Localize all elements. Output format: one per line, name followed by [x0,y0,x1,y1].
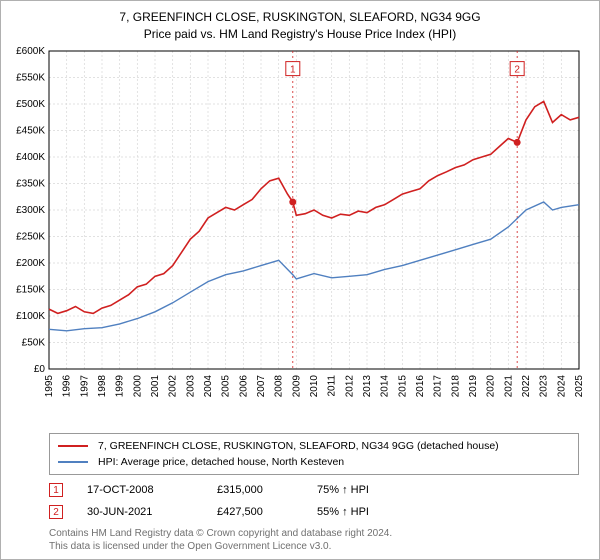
chart-container: 7, GREENFINCH CLOSE, RUSKINGTON, SLEAFOR… [0,0,600,560]
sale-row: 2 30-JUN-2021 £427,500 55% ↑ HPI [49,501,579,523]
title-line2: Price paid vs. HM Land Registry's House … [1,26,599,43]
svg-text:2002: 2002 [168,375,179,398]
legend-row: HPI: Average price, detached house, Nort… [58,454,570,470]
svg-text:2017: 2017 [433,375,444,398]
svg-text:2000: 2000 [132,375,143,398]
svg-text:£50K: £50K [22,338,46,349]
svg-text:£0: £0 [34,364,46,375]
svg-text:£400K: £400K [16,152,45,163]
legend-row: 7, GREENFINCH CLOSE, RUSKINGTON, SLEAFOR… [58,438,570,454]
chart-plot-area: £0£50K£100K£150K£200K£250K£300K£350K£400… [49,51,579,391]
svg-text:2010: 2010 [309,375,320,398]
svg-text:1998: 1998 [97,375,108,398]
svg-text:2006: 2006 [238,375,249,398]
svg-text:2001: 2001 [150,375,161,398]
footer-line1: Contains HM Land Registry data © Crown c… [49,527,392,540]
svg-text:1: 1 [290,65,296,76]
svg-text:2016: 2016 [415,375,426,398]
svg-text:2025: 2025 [574,375,585,398]
svg-text:£600K: £600K [16,46,45,57]
svg-text:2008: 2008 [274,375,285,398]
sale-date: 30-JUN-2021 [87,506,217,518]
svg-text:2023: 2023 [539,375,550,398]
svg-text:2022: 2022 [521,375,532,398]
chart-svg: £0£50K£100K£150K£200K£250K£300K£350K£400… [49,51,579,391]
svg-text:2019: 2019 [468,375,479,398]
sale-num: 1 [53,485,59,496]
svg-text:£450K: £450K [16,126,45,137]
svg-text:2004: 2004 [203,375,214,398]
svg-text:£300K: £300K [16,205,45,216]
svg-text:£550K: £550K [16,73,45,84]
sale-hpi: 55% ↑ HPI [317,506,447,518]
svg-text:£100K: £100K [16,311,45,322]
svg-text:2011: 2011 [327,375,338,397]
svg-text:2015: 2015 [397,375,408,398]
legend-label-property: 7, GREENFINCH CLOSE, RUSKINGTON, SLEAFOR… [98,440,499,452]
footer-attribution: Contains HM Land Registry data © Crown c… [49,527,392,553]
svg-text:2009: 2009 [291,375,302,398]
footer-line2: This data is licensed under the Open Gov… [49,540,392,553]
svg-text:1995: 1995 [44,375,55,398]
legend-swatch-property [58,445,88,447]
sale-marker-icon: 2 [49,505,63,519]
svg-text:2003: 2003 [185,375,196,398]
legend-label-hpi: HPI: Average price, detached house, Nort… [98,456,344,468]
svg-text:£150K: £150K [16,285,45,296]
sales-list: 1 17-OCT-2008 £315,000 75% ↑ HPI 2 30-JU… [49,479,579,523]
svg-text:£350K: £350K [16,179,45,190]
chart-title: 7, GREENFINCH CLOSE, RUSKINGTON, SLEAFOR… [1,1,599,43]
svg-text:£500K: £500K [16,99,45,110]
sale-row: 1 17-OCT-2008 £315,000 75% ↑ HPI [49,479,579,501]
sale-price: £315,000 [217,484,317,496]
svg-text:2013: 2013 [362,375,373,398]
legend: 7, GREENFINCH CLOSE, RUSKINGTON, SLEAFOR… [49,433,579,475]
svg-text:2020: 2020 [486,375,497,398]
svg-text:2018: 2018 [450,375,461,398]
svg-text:1996: 1996 [62,375,73,398]
svg-text:2: 2 [514,65,520,76]
svg-text:2005: 2005 [221,375,232,398]
sale-hpi: 75% ↑ HPI [317,484,447,496]
sale-num: 2 [53,507,59,518]
svg-text:2024: 2024 [556,375,567,398]
svg-text:2012: 2012 [344,375,355,398]
sale-marker-icon: 1 [49,483,63,497]
svg-text:2014: 2014 [380,375,391,398]
legend-swatch-hpi [58,461,88,463]
svg-text:2021: 2021 [503,375,514,398]
sale-price: £427,500 [217,506,317,518]
sale-date: 17-OCT-2008 [87,484,217,496]
svg-text:2007: 2007 [256,375,267,398]
svg-text:£200K: £200K [16,258,45,269]
svg-text:1999: 1999 [115,375,126,398]
svg-text:1997: 1997 [79,375,90,398]
title-line1: 7, GREENFINCH CLOSE, RUSKINGTON, SLEAFOR… [1,9,599,26]
svg-text:£250K: £250K [16,232,45,243]
